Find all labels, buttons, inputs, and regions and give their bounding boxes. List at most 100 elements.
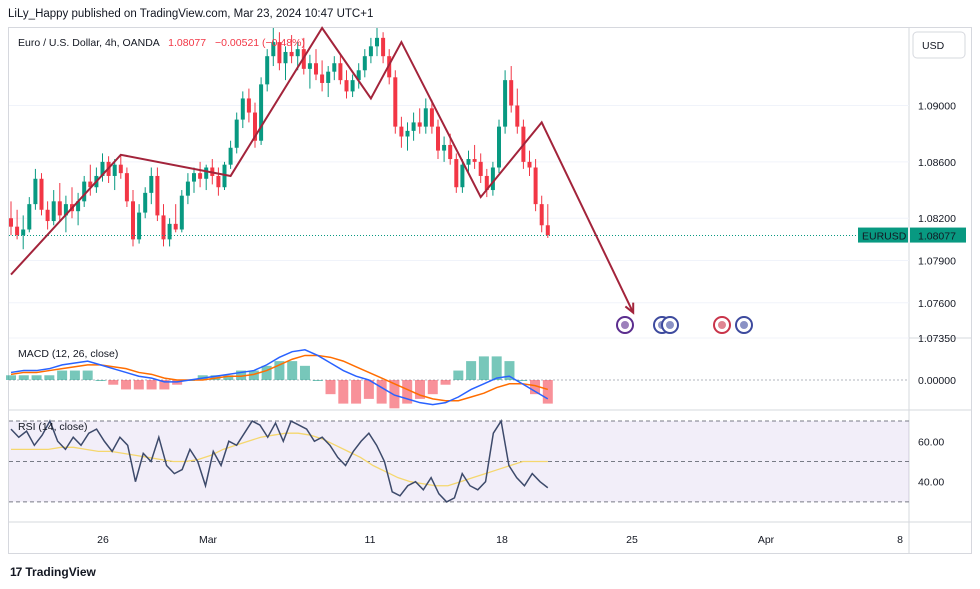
rsi-tick-label: 60.00: [918, 436, 944, 448]
macd-histogram-bar: [82, 370, 93, 380]
candle-body: [185, 181, 190, 196]
macd-histogram-bar: [133, 380, 144, 390]
macd-histogram-bar: [312, 380, 323, 381]
legend-change: −0.00521 (−0.48%): [215, 37, 305, 49]
macd-histogram-bar: [376, 380, 387, 404]
macd-histogram-bar: [351, 380, 362, 404]
candle-body: [314, 63, 318, 75]
macd-tick-label: 0.00000: [918, 375, 956, 387]
candle-body: [63, 204, 68, 216]
footer-brand-label: TradingView: [25, 565, 96, 579]
candle-body: [82, 181, 87, 202]
macd-histogram-bar: [402, 380, 413, 404]
candle-body: [277, 42, 282, 64]
macd-histogram-bar: [453, 370, 464, 380]
eu-flag-icon-inner: [740, 321, 748, 329]
candle-body: [228, 147, 233, 165]
footer-brand[interactable]: 17 TradingView: [10, 565, 96, 579]
macd-histogram-bar: [440, 380, 451, 385]
eu-flag-icon-inner: [666, 321, 674, 329]
macd-histogram-bar: [325, 380, 336, 395]
price-tick-label: 1.07900: [918, 256, 956, 268]
candle-body: [539, 204, 544, 226]
candle-body: [39, 178, 44, 210]
macd-histogram-bar: [414, 380, 425, 399]
candle-body: [57, 201, 62, 216]
macd-histogram-bar: [261, 365, 272, 380]
macd-histogram-bar: [427, 380, 438, 395]
candle-body: [484, 175, 489, 191]
candle-body: [240, 98, 245, 120]
currency-button[interactable]: USD: [912, 31, 966, 59]
price-tick-label: 1.08200: [918, 213, 956, 225]
chart-frame: [8, 27, 972, 554]
candle-body: [198, 173, 203, 179]
macd-histogram-bar: [287, 361, 298, 380]
candle-body: [344, 80, 349, 92]
candle-body: [509, 80, 514, 106]
candle-body: [442, 144, 447, 151]
candle-body: [179, 195, 184, 230]
macd-histogram-bar: [338, 380, 349, 404]
last-price-label: 1.08077: [918, 231, 956, 243]
candle-body: [173, 223, 178, 230]
candle-body: [368, 46, 373, 57]
legend-last: 1.08077: [168, 37, 206, 49]
candle-body: [399, 126, 404, 137]
price-tick-label: 1.07350: [918, 333, 956, 345]
macd-histogram-bar: [248, 370, 259, 380]
candle-body: [338, 63, 343, 81]
candle-body: [503, 80, 508, 127]
candle-body: [478, 161, 483, 176]
trend-path: [10, 26, 635, 314]
macd-histogram-bar: [478, 356, 489, 380]
legend-name: Euro / U.S. Dollar, 4h, OANDA: [18, 37, 160, 49]
candle-body: [515, 105, 520, 127]
candle-body: [527, 161, 532, 168]
currency-label: USD: [922, 40, 945, 52]
candle-body: [393, 77, 398, 127]
tradingview-logo-icon: 17: [10, 565, 22, 579]
time-tick-label: 11: [365, 534, 376, 546]
candle-body: [192, 173, 196, 182]
macd-histogram-bar: [274, 361, 285, 380]
price-pane: EURUSD: [9, 26, 909, 334]
time-tick-label: 26: [97, 534, 109, 546]
macd-pane: [6, 349, 909, 409]
symbol-tag: [858, 227, 908, 243]
candle-body: [533, 167, 538, 205]
candle-body: [137, 212, 142, 240]
candle-body: [222, 164, 227, 188]
rsi-pane: [9, 419, 909, 503]
grid-lines: [9, 28, 972, 554]
macd-histogram-bar: [108, 380, 119, 385]
publisher-line: LiLy_Happy published on TradingView.com,…: [8, 8, 374, 20]
candle-body: [320, 74, 325, 83]
candle-body: [112, 164, 117, 176]
candle-body: [375, 37, 379, 47]
candle-body: [265, 56, 270, 85]
candle-body: [454, 159, 459, 188]
candle-body: [411, 122, 416, 131]
candle-body: [490, 167, 495, 191]
candle-body: [545, 225, 550, 236]
candle-body: [33, 178, 38, 205]
flash-icon-inner: [621, 321, 629, 329]
axes: 1.09000 1.08600 1.08200 1.07900 1.07600 1.073…: [97, 101, 966, 546]
us-flag-icon-inner: [718, 321, 726, 329]
macd-histogram-bar: [363, 380, 374, 399]
macd-histogram-bar: [236, 370, 247, 380]
candle-body: [350, 80, 355, 92]
candle-body: [387, 56, 392, 78]
candle-body: [124, 173, 129, 202]
macd-histogram-bar: [530, 380, 541, 395]
price-tick-label: 1.07600: [918, 298, 956, 310]
time-tick-label: Apr: [758, 534, 775, 546]
candle-body: [27, 204, 32, 230]
candle-body: [307, 63, 312, 69]
rsi-line: [10, 419, 549, 503]
candle-body: [246, 98, 251, 113]
time-tick-label: 25: [626, 534, 638, 546]
last-price-tag: [910, 227, 966, 243]
